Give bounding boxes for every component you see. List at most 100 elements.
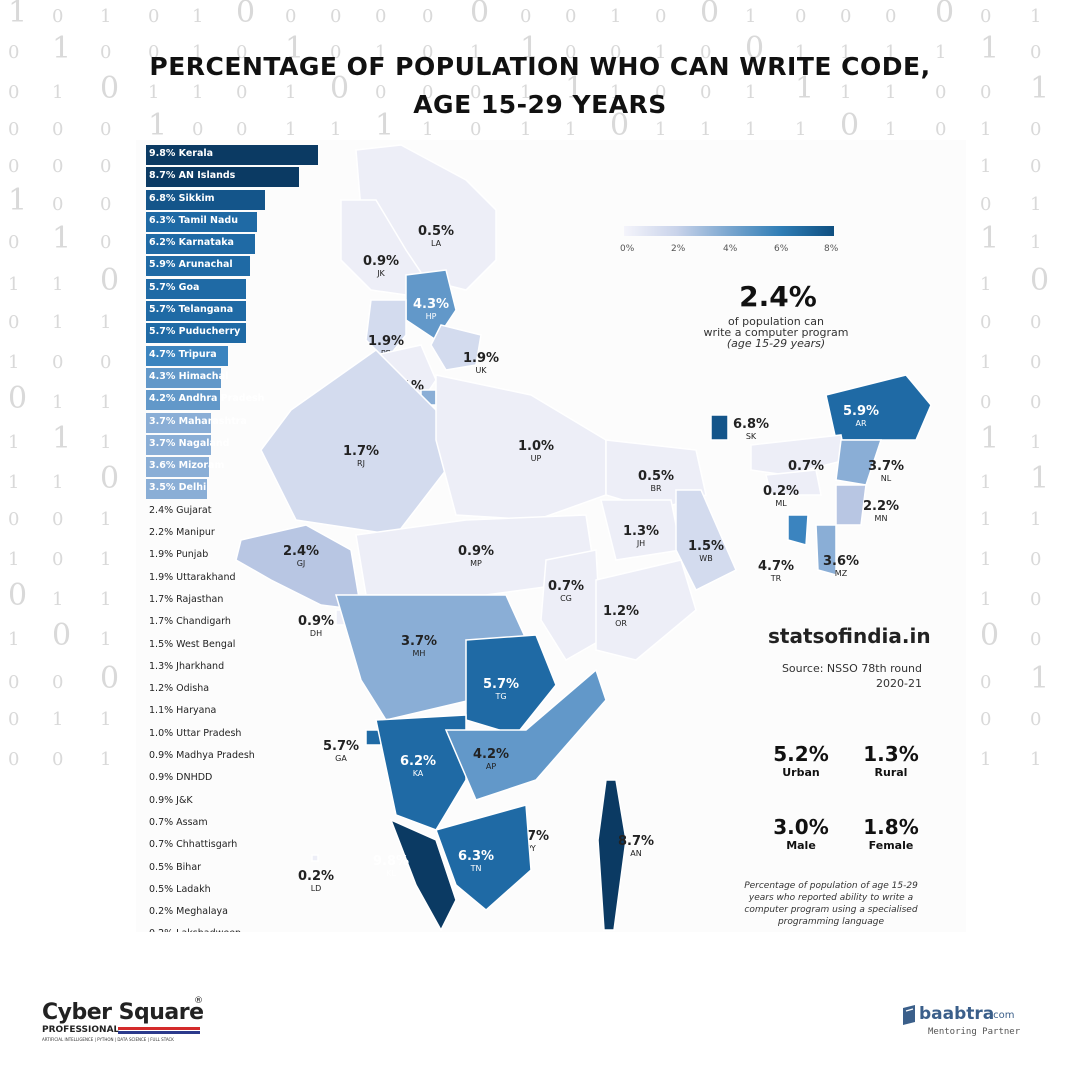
binary-digit: 1 bbox=[100, 549, 111, 570]
ranking-bar-row: 0.7% Chhattisgarh bbox=[136, 835, 336, 857]
binary-digit: 0 bbox=[8, 709, 19, 730]
binary-digit: 0 bbox=[8, 119, 19, 140]
ranking-bar bbox=[146, 211, 257, 232]
baabtra-book-icon bbox=[903, 1005, 915, 1025]
binary-digit: 1 bbox=[935, 42, 946, 63]
ranking-bar-row: 1.0% Uttar Pradesh bbox=[136, 724, 336, 746]
map-region-code: HP bbox=[426, 312, 437, 321]
map-region-value: 0.7% bbox=[548, 579, 584, 594]
binary-digit: 1 bbox=[1030, 461, 1049, 496]
binary-digit: 0 bbox=[8, 509, 19, 530]
binary-digit: 0 bbox=[700, 42, 711, 63]
ranking-bar-label: 1.7% Rajasthan bbox=[149, 593, 224, 605]
legend-tick: 2% bbox=[671, 244, 686, 254]
page-title-line-2: AGE 15-29 YEARS bbox=[413, 90, 667, 119]
binary-digit: 1 bbox=[100, 509, 111, 530]
ranking-bar-row: 3.7% Maharashtra bbox=[136, 412, 336, 434]
stat-urban: 5.2% Urban bbox=[756, 742, 846, 779]
binary-digit: 1 bbox=[52, 421, 71, 456]
binary-digit: 1 bbox=[52, 82, 63, 103]
ranking-bar-label: 1.2% Odisha bbox=[149, 683, 210, 695]
binary-digit: 1 bbox=[520, 119, 531, 140]
map-region-code: JH bbox=[636, 539, 645, 548]
binary-digit: 1 bbox=[285, 82, 296, 103]
ranking-bar-row: 1.9% Uttarakhand bbox=[136, 568, 336, 590]
baabtra-logo: baabtra .com Mentoring Partner bbox=[902, 1004, 1042, 1044]
ranking-bar-label: 8.7% AN Islands bbox=[149, 170, 236, 182]
map-region-code: UP bbox=[531, 454, 542, 463]
ranking-bar-label: 1.9% Punjab bbox=[149, 549, 209, 561]
map-region-value: 5.7% bbox=[483, 677, 519, 692]
map-region-value: 6.3% bbox=[458, 849, 494, 864]
binary-digit: 0 bbox=[980, 672, 991, 693]
ranking-bar-label: 5.7% Telangana bbox=[149, 304, 234, 316]
binary-digit: 1 bbox=[565, 119, 576, 140]
stat-female: 1.8% Female bbox=[846, 815, 936, 852]
binary-digit: 0 bbox=[8, 749, 19, 770]
ranking-bar bbox=[146, 345, 229, 366]
binary-digit: 0 bbox=[980, 709, 991, 730]
binary-digit: 0 bbox=[1030, 589, 1041, 610]
map-region-value: 1.5% bbox=[688, 539, 724, 554]
ranking-bar-label: 1.7% Chandigarh bbox=[149, 616, 231, 628]
map-region-value: 4.3% bbox=[413, 297, 449, 312]
binary-digit: 1 bbox=[285, 31, 304, 66]
map-region-value: 0.2% bbox=[763, 484, 799, 499]
cybersquare-sub: PROFESSIONAL bbox=[42, 1025, 120, 1035]
binary-digit: 0 bbox=[422, 6, 433, 27]
ranking-bar-label: 1.0% Uttar Pradesh bbox=[149, 727, 242, 739]
ranking-bar-row: 0.9% J&K bbox=[136, 791, 336, 813]
binary-digit: 1 bbox=[192, 42, 203, 63]
map-region-code: AR bbox=[855, 419, 866, 428]
binary-digit: 1 bbox=[980, 221, 999, 256]
ranking-bar-row: 0.9% DNHDD bbox=[136, 768, 336, 790]
binary-digit: 1 bbox=[52, 589, 63, 610]
binary-digit: 1 bbox=[980, 119, 991, 140]
stat-value: 1.3% bbox=[863, 742, 919, 766]
ranking-bar-label: 4.7% Tripura bbox=[149, 348, 217, 360]
ranking-bar bbox=[146, 278, 247, 299]
ranking-bar-row: 0.9% Madhya Pradesh bbox=[136, 746, 336, 768]
binary-digit: 1 bbox=[100, 749, 111, 770]
map-region-code: PY bbox=[526, 844, 536, 853]
binary-digit: 1 bbox=[100, 392, 111, 413]
binary-digit: 0 bbox=[1030, 629, 1041, 650]
ranking-bar-label: 0.9% DNHDD bbox=[149, 772, 213, 784]
ranking-bar-label: 5.9% Arunachal bbox=[149, 259, 233, 271]
ranking-bar-row: 4.7% Tripura bbox=[136, 345, 336, 367]
binary-digit: 0 bbox=[655, 82, 666, 103]
binary-digit: 1 bbox=[795, 119, 806, 140]
binary-digit: 1 bbox=[1030, 661, 1049, 696]
ranking-bar-label: 0.2% Lakshadweep bbox=[149, 928, 241, 932]
binary-digit: 0 bbox=[1030, 392, 1041, 413]
ranking-bar-row: 1.3% Jharkhand bbox=[136, 657, 336, 679]
ranking-bar-row: 6.8% Sikkim bbox=[136, 189, 336, 211]
ranking-bar-row: 0.7% Assam bbox=[136, 813, 336, 835]
binary-digit: 1 bbox=[1030, 6, 1041, 27]
binary-digit: 0 bbox=[52, 749, 63, 770]
binary-digit: 0 bbox=[285, 6, 296, 27]
ranking-bar-row: 0.5% Ladakh bbox=[136, 880, 336, 902]
binary-digit: 1 bbox=[422, 119, 433, 140]
ranking-bar-label: 4.2% Andhra Pradesh bbox=[149, 393, 265, 405]
binary-digit: 1 bbox=[375, 42, 386, 63]
binary-digit: 0 bbox=[330, 42, 341, 63]
ranking-bar-label: 0.9% Madhya Pradesh bbox=[149, 750, 255, 762]
binary-digit: 1 bbox=[8, 549, 19, 570]
binary-digit: 1 bbox=[700, 119, 711, 140]
ranking-bar-row: 2.2% Manipur bbox=[136, 523, 336, 545]
ranking-bar-row: 5.7% Puducherry bbox=[136, 322, 336, 344]
ranking-bar-row: 1.9% Punjab bbox=[136, 545, 336, 567]
infographic-panel: 0.5%LA0.9%JK4.3%HP1.9%PB1.9%UK1.1%HR3.5%… bbox=[136, 140, 966, 932]
legend-tick: 8% bbox=[824, 244, 839, 254]
binary-digit: 0 bbox=[100, 352, 111, 373]
map-region-rj bbox=[260, 349, 447, 536]
stat-label: Female bbox=[868, 839, 914, 852]
binary-digit: 1 bbox=[520, 82, 531, 103]
ranking-bar bbox=[146, 390, 220, 411]
binary-digit: 1 bbox=[52, 709, 63, 730]
ranking-bar bbox=[146, 323, 247, 344]
binary-digit: 1 bbox=[980, 509, 991, 530]
ranking-bar-label: 0.5% Bihar bbox=[149, 861, 202, 873]
map-region-value: 9.8% bbox=[373, 854, 409, 869]
